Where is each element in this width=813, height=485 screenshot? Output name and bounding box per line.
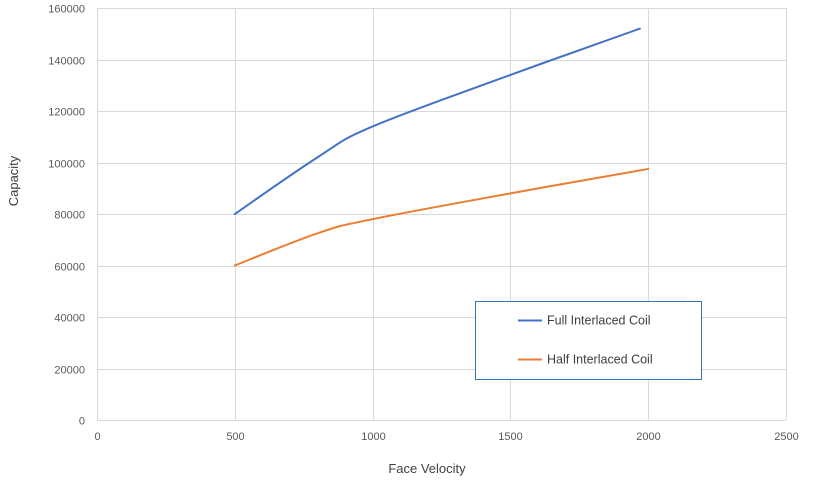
series-lines — [233, 27, 650, 267]
x-tick-label: 500 — [226, 431, 244, 443]
legend-label-1: Full Interlaced Coil — [547, 314, 651, 328]
x-axis-title: Face Velocity — [388, 461, 466, 476]
x-tick-label: 0 — [94, 431, 100, 443]
legend-label-2: Half Interlaced Coil — [547, 353, 653, 367]
y-tick-label: 0 — [79, 416, 85, 428]
y-tick-label: 60000 — [54, 262, 85, 274]
legend-box — [475, 301, 702, 380]
y-tick-label: 160000 — [48, 4, 85, 16]
x-tick-label: 1500 — [498, 431, 522, 443]
y-axis-title: Capacity — [6, 155, 21, 206]
y-tick-label: 100000 — [48, 159, 85, 171]
y-tick-label: 120000 — [48, 107, 85, 119]
legend: Full Interlaced Coil Half Interlaced Coil — [475, 301, 702, 380]
y-tick-label: 20000 — [54, 365, 85, 377]
x-tick-label: 2500 — [774, 431, 798, 443]
y-tick-label: 80000 — [54, 210, 85, 222]
x-tick-label: 2000 — [636, 431, 660, 443]
y-tick-label: 40000 — [54, 313, 85, 325]
series-line-2 — [233, 167, 650, 267]
x-tick-labels: 0 500 1000 1500 2000 2500 — [94, 431, 798, 443]
y-tick-label: 140000 — [48, 56, 85, 68]
x-tick-label: 1000 — [361, 431, 385, 443]
series-line-1 — [233, 27, 641, 215]
y-tick-labels: 0 20000 40000 60000 80000 100000 120000 140000 1… — [48, 4, 85, 428]
